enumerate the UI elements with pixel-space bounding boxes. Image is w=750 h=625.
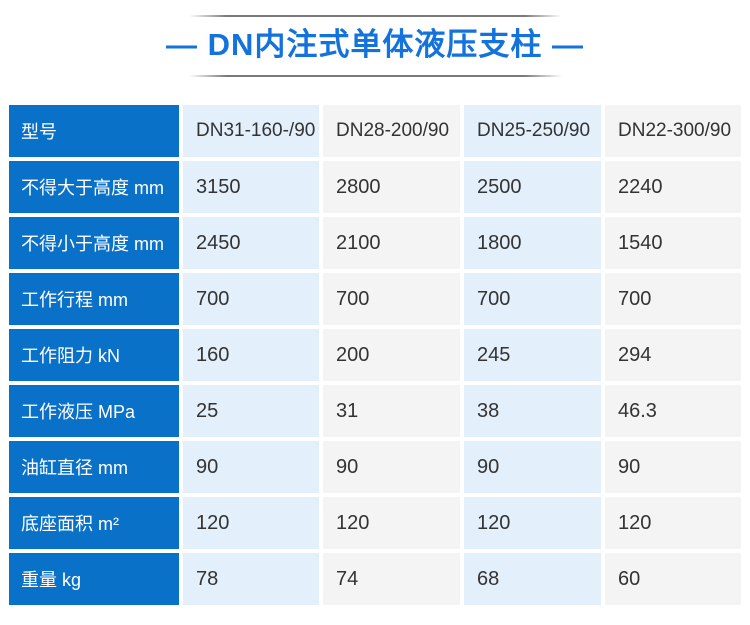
value-cell: 120 [605,497,741,549]
value-cell: 46.3 [605,385,741,437]
row-label-cell: 重量 kg [9,553,179,605]
model-cell: DN28-200/90 [323,105,460,157]
row-label-cell: 工作液压 MPa [9,385,179,437]
value-cell: 700 [464,273,601,325]
value-cell: 38 [464,385,601,437]
spec-row-working-pressure: 工作液压 MPa 25 31 38 46.3 [9,385,741,437]
value-cell: 2100 [323,217,460,269]
value-cell: 2450 [183,217,319,269]
model-cell: DN25-250/90 [464,105,601,157]
value-cell: 700 [605,273,741,325]
spec-table: 型号 DN31-160-/90 DN28-200/90 DN25-250/90 … [5,101,745,609]
value-cell: 245 [464,329,601,381]
value-cell: 90 [605,441,741,493]
row-label-cell: 工作阻力 kN [9,329,179,381]
value-cell: 1540 [605,217,741,269]
value-cell: 160 [183,329,319,381]
model-cell: DN22-300/90 [605,105,741,157]
value-cell: 2500 [464,161,601,213]
value-cell: 294 [605,329,741,381]
title-rule-bottom [188,75,562,77]
value-cell: 120 [323,497,460,549]
value-cell: 74 [323,553,460,605]
spec-row-min-height: 不得小于高度 mm 2450 2100 1800 1540 [9,217,741,269]
value-cell: 68 [464,553,601,605]
value-cell: 31 [323,385,460,437]
value-cell: 1800 [464,217,601,269]
value-cell: 90 [464,441,601,493]
value-cell: 3150 [183,161,319,213]
row-label-cell: 油缸直径 mm [9,441,179,493]
value-cell: 25 [183,385,319,437]
model-cell: DN31-160-/90 [183,105,319,157]
row-label-cell: 不得大于高度 mm [9,161,179,213]
value-cell: 700 [183,273,319,325]
spec-row-base-area: 底座面积 m² 120 120 120 120 [9,497,741,549]
spec-row-working-resistance: 工作阻力 kN 160 200 245 294 [9,329,741,381]
spec-row-max-height: 不得大于高度 mm 3150 2800 2500 2240 [9,161,741,213]
value-cell: 60 [605,553,741,605]
spec-row-working-stroke: 工作行程 mm 700 700 700 700 [9,273,741,325]
value-cell: 120 [183,497,319,549]
model-header-row: 型号 DN31-160-/90 DN28-200/90 DN25-250/90 … [9,105,741,157]
value-cell: 90 [323,441,460,493]
value-cell: 2240 [605,161,741,213]
row-label-cell: 底座面积 m² [9,497,179,549]
row-label-cell: 不得小于高度 mm [9,217,179,269]
row-label-cell: 工作行程 mm [9,273,179,325]
value-cell: 78 [183,553,319,605]
value-cell: 700 [323,273,460,325]
value-cell: 120 [464,497,601,549]
title-rule-top [188,15,562,17]
page-title: — DN内注式单体液压支柱 — [166,27,584,62]
spec-row-cylinder-diameter: 油缸直径 mm 90 90 90 90 [9,441,741,493]
spec-row-weight: 重量 kg 78 74 68 60 [9,553,741,605]
page-header: — DN内注式单体液压支柱 — [0,0,750,77]
value-cell: 200 [323,329,460,381]
value-cell: 90 [183,441,319,493]
corner-header-cell: 型号 [9,105,179,157]
value-cell: 2800 [323,161,460,213]
